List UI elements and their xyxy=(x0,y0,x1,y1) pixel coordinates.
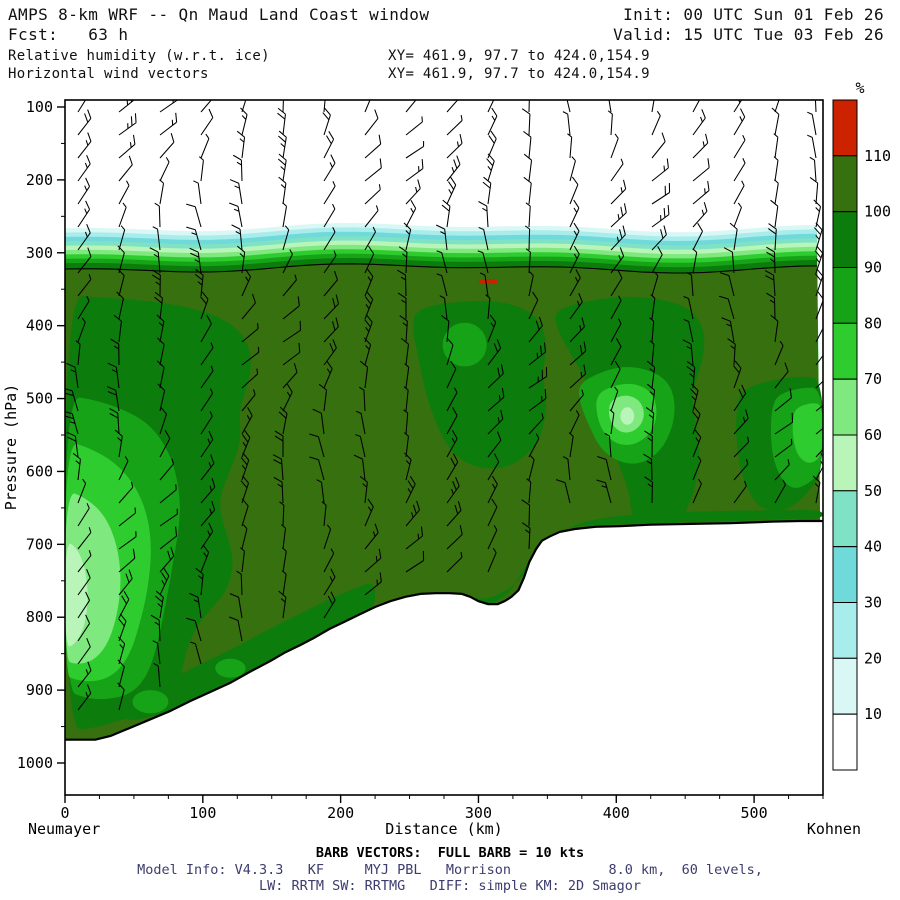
svg-text:500: 500 xyxy=(741,804,768,822)
svg-text:50: 50 xyxy=(864,482,882,500)
svg-text:400: 400 xyxy=(603,804,630,822)
svg-text:300: 300 xyxy=(26,244,53,262)
xsec-endpoints-2: XY= 461.9, 97.7 to 424.0,154.9 xyxy=(388,66,650,82)
axis-labels: 100 200 300 400 500 600 700 800 900 1000 0 100 200 30… xyxy=(2,98,861,838)
y-axis-title: Pressure (hPa) xyxy=(2,384,20,510)
colorbar: 110 100 90 80 70 60 50 40 30 20 10% xyxy=(832,79,891,771)
svg-text:400: 400 xyxy=(26,317,53,335)
right-station-label: Kohnen xyxy=(807,820,861,838)
cross-section-plot: 100 200 300 400 500 600 700 800 900 1000 0 100 200 30… xyxy=(2,79,891,838)
svg-text:110: 110 xyxy=(864,147,891,165)
forecast-hour: Fcst: 63 h xyxy=(8,25,129,44)
overlay-name: Horizontal wind vectors xyxy=(8,66,209,82)
svg-text:1000: 1000 xyxy=(17,754,53,772)
svg-text:20: 20 xyxy=(864,649,882,667)
svg-text:70: 70 xyxy=(864,370,882,388)
model-info-line2: LW: RRTM SW: RRTMG DIFF: simple KM: 2D S… xyxy=(258,878,641,894)
svg-text:200: 200 xyxy=(26,171,53,189)
left-station-label: Neumayer xyxy=(28,820,100,838)
svg-text:300: 300 xyxy=(465,804,492,822)
product-title: AMPS 8-km WRF -- Qn Maud Land Coast wind… xyxy=(8,5,430,24)
humidity-fill-layer xyxy=(65,100,823,795)
valid-time: Valid: 15 UTC Tue 03 Feb 26 xyxy=(613,25,884,44)
svg-text:80: 80 xyxy=(864,314,882,332)
wind-barb-layer xyxy=(65,100,823,711)
svg-text:10: 10 xyxy=(864,705,882,723)
svg-text:700: 700 xyxy=(26,535,53,553)
svg-text:100: 100 xyxy=(189,804,216,822)
svg-text:600: 600 xyxy=(26,462,53,480)
svg-text:60: 60 xyxy=(864,426,882,444)
svg-text:90: 90 xyxy=(864,259,882,277)
svg-text:100: 100 xyxy=(26,98,53,116)
svg-text:30: 30 xyxy=(864,594,882,612)
svg-text:800: 800 xyxy=(26,608,53,626)
svg-text:100: 100 xyxy=(864,203,891,221)
svg-text:900: 900 xyxy=(26,681,53,699)
init-time: Init: 00 UTC Sun 01 Feb 26 xyxy=(623,5,884,24)
colorbar-units-label: % xyxy=(855,79,864,97)
xsec-endpoints-1: XY= 461.9, 97.7 to 424.0,154.9 xyxy=(388,48,650,64)
terrain xyxy=(65,519,823,795)
x-axis-title: Distance (km) xyxy=(385,820,502,838)
barb-legend: BARB VECTORS: FULL BARB = 10 kts xyxy=(315,845,585,861)
svg-text:40: 40 xyxy=(864,538,882,556)
field-name: Relative humidity (w.r.t. ice) xyxy=(8,48,270,64)
axes xyxy=(57,99,824,803)
model-info-line1: Model Info: V4.3.3 KF MYJ PBL Morrison 8… xyxy=(137,862,763,878)
svg-text:500: 500 xyxy=(26,390,53,408)
svg-text:0: 0 xyxy=(60,804,69,822)
svg-text:200: 200 xyxy=(327,804,354,822)
